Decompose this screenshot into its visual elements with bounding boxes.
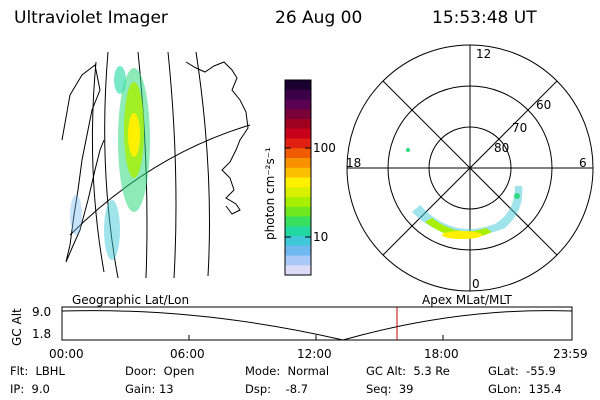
- polar-label-6: 6: [579, 156, 587, 170]
- altplot-xtick-0600: 06:00: [170, 347, 205, 361]
- colorbar-ticks: [285, 147, 311, 238]
- polar-label-0: 0: [472, 277, 480, 291]
- colorbar-swatch: [285, 255, 311, 266]
- footer-mode: Mode: Normal: [245, 364, 330, 378]
- polar-lat-80: 80: [494, 141, 510, 155]
- colorbar-swatch: [285, 177, 311, 188]
- colorbar-swatch: [285, 197, 311, 208]
- polar-aurora: [406, 148, 523, 239]
- altplot-ylabel: GC Alt: [10, 308, 24, 346]
- colorbar-swatch: [285, 89, 311, 101]
- footer-seq: Seq: 39: [366, 382, 414, 396]
- colorbar-swatch: [285, 158, 311, 169]
- colorbar-swatch: [285, 148, 311, 159]
- colorbar-swatch: [285, 245, 311, 257]
- colorbar-swatch: [285, 119, 311, 130]
- polar-lat-70: 70: [512, 121, 528, 135]
- grid-meridian-4: [167, 51, 177, 279]
- colorbar-tick-10: 10: [313, 230, 329, 244]
- geo-aurora: [70, 66, 150, 260]
- footer-filter: Flt: LBHL: [10, 364, 65, 378]
- altplot-ytick-1.8: 1.8: [32, 327, 52, 341]
- footer-dsp: Dsp: -8.7: [245, 382, 309, 396]
- altplot-xtick-1200: 12:00: [297, 347, 332, 361]
- colorbar-swatch: [285, 216, 311, 227]
- colorbar-swatch: [285, 187, 311, 198]
- footer-glat: GLat: -55.9: [488, 364, 556, 378]
- instrument-title: Ultraviolet Imager: [14, 8, 168, 28]
- footer-glon: GLon: 135.4: [488, 382, 562, 396]
- grid-meridian-1: [91, 61, 105, 273]
- colorbar-swatch: [285, 128, 311, 140]
- polar-label-12: 12: [476, 47, 492, 61]
- geographic-map: [61, 51, 251, 279]
- altitude-plot-frame: [61, 306, 573, 341]
- polar-label-18: 18: [346, 156, 362, 170]
- altplot-xtick-0000: 00:00: [49, 347, 84, 361]
- colorbar-border: [284, 79, 312, 276]
- altplot-xtick-2359: 23:59: [553, 347, 588, 361]
- colorbar-swatch: [285, 265, 311, 276]
- color-bar: [284, 79, 312, 276]
- date-label: 26 Aug 00: [275, 8, 363, 28]
- colorbar-swatch: [285, 167, 311, 179]
- colorbar-swatch: [285, 109, 311, 120]
- footer-gc-alt: GC Alt: 5.3 Re: [366, 364, 450, 378]
- colorbar-swatch: [285, 226, 311, 237]
- footer-door: Door: Open: [125, 364, 195, 378]
- polar-grid: [346, 44, 594, 292]
- footer-ip: IP: 9.0: [10, 382, 50, 396]
- colorbar-tick-100: 100: [313, 141, 336, 155]
- coastline-left: [61, 64, 105, 263]
- colorbar-unit-label: photon cm⁻²s⁻¹: [263, 147, 277, 240]
- colorbar-swatch: [285, 138, 311, 149]
- altplot-xtick-1800: 18:00: [424, 347, 459, 361]
- colorbar-swatch: [285, 99, 311, 110]
- altitude-curve: [61, 310, 573, 341]
- time-label: 15:53:48 UT: [432, 8, 537, 28]
- altplot-left-title: Geographic Lat/Lon: [72, 293, 190, 307]
- footer-gain: Gain: 13: [125, 382, 174, 396]
- altplot-ytick-9: 9.0: [32, 305, 52, 319]
- colorbar-swatch: [285, 206, 311, 218]
- colorbar-swatch: [285, 236, 311, 247]
- grid-parallel: [69, 124, 251, 236]
- altplot-right-title: Apex MLat/MLT: [422, 293, 512, 307]
- altitude-plot-ticks: [61, 335, 573, 340]
- coastline-right: [185, 61, 249, 215]
- polar-lat-60: 60: [536, 98, 552, 112]
- colorbar-swatch: [285, 80, 311, 91]
- grid-meridian-5: [195, 51, 210, 277]
